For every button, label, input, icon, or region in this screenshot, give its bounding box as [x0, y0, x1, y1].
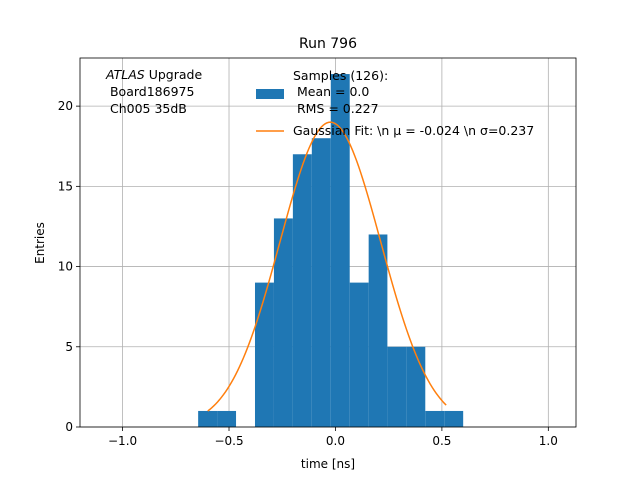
y-tick-label: 15: [58, 179, 73, 193]
x-tick-label: −0.5: [214, 434, 243, 448]
histogram-bar: [311, 138, 331, 427]
histogram-bar: [444, 410, 464, 427]
x-tick-label: 0.0: [326, 434, 345, 448]
histogram-bar: [292, 154, 312, 427]
annotation-line-1: ATLAS Upgrade: [105, 67, 202, 82]
y-tick-label: 0: [65, 420, 73, 434]
histogram-bar: [349, 282, 369, 427]
gaussian-fit-curve: [207, 121, 447, 412]
x-tick-label: 1.0: [539, 434, 558, 448]
x-axis-ticks: −1.0 −0.5 0.0 0.5 1.0: [108, 427, 558, 448]
histogram-bar: [217, 410, 237, 427]
y-axis-ticks: 0 5 10 15 20: [58, 99, 80, 434]
annotation-line-3: Ch005 35dB: [106, 101, 187, 116]
histogram-bar: [198, 410, 218, 427]
x-tick-label: −1.0: [108, 434, 137, 448]
y-tick-label: 10: [58, 260, 73, 274]
annotation-upgrade: Upgrade: [145, 67, 203, 82]
legend-samples-line-1: Samples (126):: [293, 68, 388, 83]
x-axis-label: time [ns]: [301, 457, 355, 471]
histogram-bar: [330, 74, 350, 427]
atlas-annotation: ATLAS Upgrade Board186975 Ch005 35dB: [105, 67, 202, 116]
histogram-bar: [273, 218, 293, 427]
histogram-bar: [368, 234, 388, 427]
legend-samples-line-3: RMS = 0.227: [293, 101, 379, 116]
legend: Samples (126): Mean = 0.0 RMS = 0.227 Ga…: [256, 68, 534, 138]
y-tick-label: 5: [65, 340, 73, 354]
x-tick-label: 0.5: [432, 434, 451, 448]
histogram-bar: [254, 282, 274, 427]
histogram-bar: [387, 346, 407, 427]
y-tick-label: 20: [58, 99, 73, 113]
histogram-bar: [406, 346, 426, 427]
histogram-bar: [425, 410, 445, 427]
annotation-atlas-italic: ATLAS: [105, 67, 145, 82]
chart-title: Run 796: [299, 36, 357, 52]
legend-samples-line-2: Mean = 0.0: [293, 84, 369, 99]
legend-fit-label: Gaussian Fit: \n μ = -0.024 \n σ=0.237: [293, 123, 534, 138]
legend-samples-swatch: [256, 89, 284, 99]
annotation-line-2: Board186975: [106, 84, 194, 99]
y-axis-label: Entries: [33, 222, 47, 264]
plot-frame: [79, 57, 577, 428]
